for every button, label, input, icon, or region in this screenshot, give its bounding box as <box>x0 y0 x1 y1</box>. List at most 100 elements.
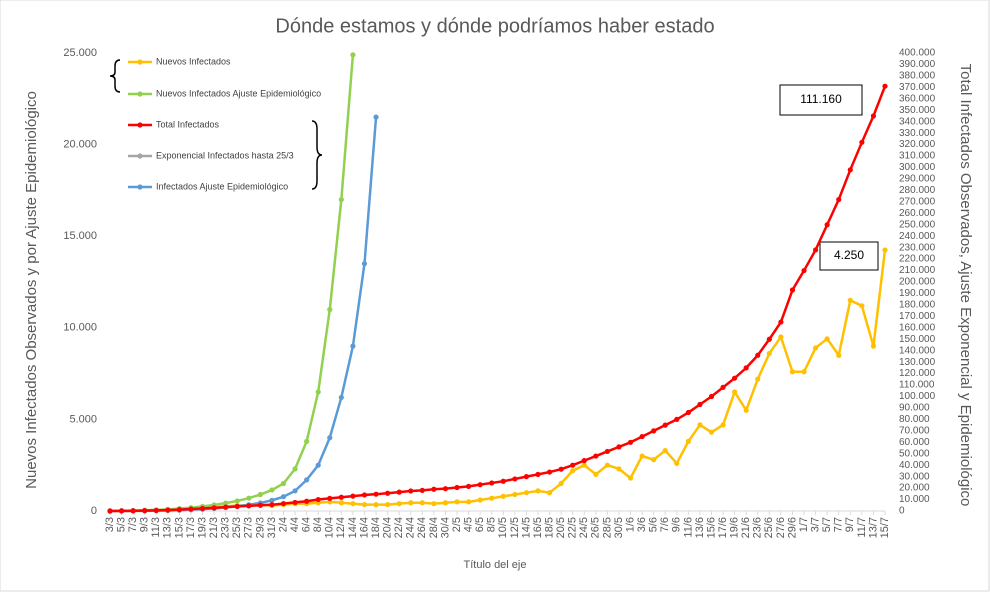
data-point <box>373 501 379 508</box>
data-point <box>338 196 344 203</box>
data-point <box>824 222 830 228</box>
data-point <box>454 484 460 491</box>
data-point <box>350 52 356 58</box>
data-point <box>812 345 819 351</box>
y2-tick-label: 110.000 <box>899 380 935 391</box>
y2-tick-label: 290.000 <box>899 174 936 185</box>
data-point <box>246 495 252 501</box>
x-tick-label: 22/5 <box>567 517 579 538</box>
chart-title: Dónde estamos y dónde podríamos haber es… <box>275 15 714 37</box>
data-point <box>558 466 564 472</box>
data-point <box>431 486 437 492</box>
data-point <box>674 416 680 422</box>
data-point <box>292 466 298 472</box>
x-tick-label: 16/5 <box>532 517 544 538</box>
data-point <box>535 471 541 477</box>
data-point <box>246 503 252 509</box>
data-point <box>130 508 136 514</box>
data-point <box>489 480 495 486</box>
y2-tick-label: 310.000 <box>899 151 936 162</box>
x-tick-label: 21/3 <box>208 517 220 538</box>
data-point <box>847 167 853 173</box>
y2-tick-label: 210.000 <box>899 265 936 276</box>
x-tick-label: 5/3 <box>115 517 127 532</box>
y2-tick-label: 330.000 <box>899 128 936 139</box>
data-point <box>685 409 691 416</box>
data-point <box>778 319 784 325</box>
y2-tick-label: 50.000 <box>899 448 930 459</box>
x-tick-label: 7/7 <box>833 517 845 532</box>
data-point <box>234 503 240 510</box>
data-point <box>223 504 229 510</box>
y2-tick-label: 370.000 <box>899 82 936 93</box>
data-point <box>627 439 634 445</box>
data-point <box>304 438 310 444</box>
data-point <box>280 494 287 500</box>
data-point <box>697 401 703 408</box>
data-point <box>396 501 402 507</box>
data-point <box>836 352 842 358</box>
x-tick-label: 8/4 <box>312 517 324 532</box>
data-point <box>315 462 321 468</box>
y2-tick-label: 240.000 <box>899 231 936 242</box>
x-tick-label: 3/6 <box>636 517 648 532</box>
y2-tick-label: 130.000 <box>899 357 936 368</box>
legend-label: Exponencial Infectados hasta 25/3 <box>156 150 294 160</box>
data-point <box>257 502 263 508</box>
y-tick-label: 25.000 <box>63 47 97 59</box>
data-point <box>720 384 726 390</box>
data-point <box>269 487 275 493</box>
data-point <box>708 429 715 435</box>
data-point <box>280 480 287 487</box>
x-tick-label: 6/4 <box>301 517 313 532</box>
data-point <box>315 389 321 395</box>
y2-tick-label: 320.000 <box>899 139 936 150</box>
data-point <box>755 376 761 382</box>
legend-bracket <box>311 120 323 190</box>
data-point <box>338 500 344 506</box>
x-tick-label: 19/6 <box>729 517 741 538</box>
x-tick-label: 18/5 <box>543 517 555 538</box>
data-point <box>535 488 541 494</box>
x-tick-label: 15/3 <box>173 517 185 538</box>
y-tick-label: 15.000 <box>63 230 97 242</box>
y2-tick-label: 180.000 <box>899 300 936 311</box>
data-point <box>269 497 275 503</box>
data-point <box>165 507 171 513</box>
x-tick-label: 15/6 <box>705 517 717 538</box>
data-point <box>338 494 344 500</box>
data-point <box>732 389 738 395</box>
data-point <box>789 369 796 375</box>
data-point <box>211 505 217 511</box>
data-point <box>662 422 668 428</box>
x-tick-label: 28/5 <box>601 517 613 538</box>
data-point <box>766 350 772 357</box>
data-point <box>361 501 368 508</box>
data-point <box>581 462 587 468</box>
data-point <box>107 508 113 514</box>
x-tick-label: 14/5 <box>520 517 532 538</box>
y2-tick-label: 170.000 <box>899 311 936 322</box>
data-point <box>593 471 599 477</box>
data-point <box>662 447 668 454</box>
data-point <box>442 486 449 492</box>
x-tick-label: 18/4 <box>370 517 382 538</box>
data-point <box>882 247 888 253</box>
x-tick-label: 31/3 <box>266 517 278 538</box>
data-point <box>743 407 749 413</box>
x-tick-label: 6/5 <box>474 517 486 532</box>
x-tick-label: 26/4 <box>416 517 428 538</box>
data-point <box>373 491 379 497</box>
data-point <box>327 306 333 313</box>
y2-tick-label: 200.000 <box>899 277 936 288</box>
x-tick-label: 15/7 <box>879 517 891 538</box>
data-point <box>338 394 344 401</box>
x-tick-label: 1/7 <box>798 517 810 532</box>
x-tick-label: 7/6 <box>659 517 671 532</box>
data-point <box>280 500 287 507</box>
x-tick-label: 1/6 <box>624 517 636 532</box>
data-point <box>269 502 275 508</box>
data-point <box>697 422 703 428</box>
data-point <box>512 491 518 498</box>
